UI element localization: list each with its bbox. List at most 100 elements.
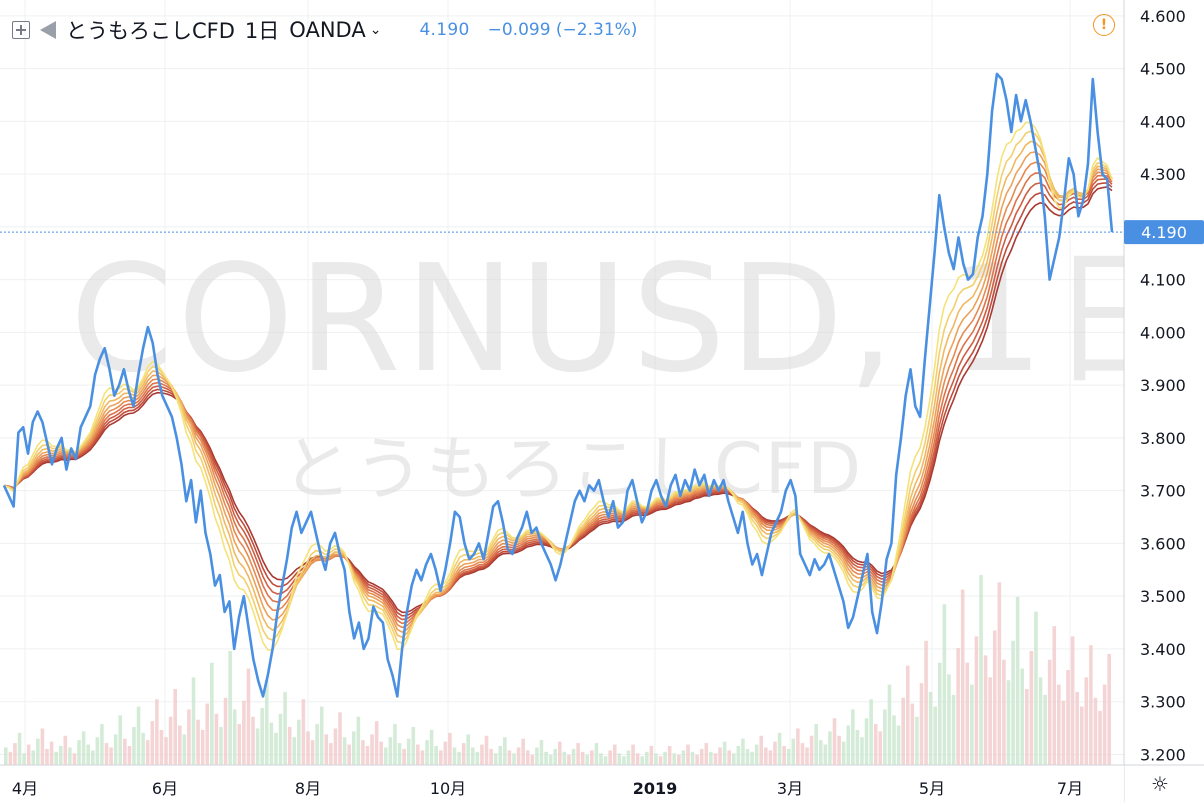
volume-bar [347,744,351,765]
volume-bar [905,665,910,765]
volume-bar [68,747,72,765]
volume-bar [397,743,402,765]
broker-label[interactable]: OANDA [289,18,366,42]
volume-bar [970,684,974,765]
volume-bar [576,743,580,765]
volume-bar [379,741,384,765]
volume-bar [361,740,365,765]
volume-bar [480,744,484,765]
gear-icon[interactable]: ☼ [1151,772,1169,796]
volume-bar [86,744,90,765]
volume-bar [489,748,493,765]
volume-bar [237,724,242,765]
volume-bar [832,718,837,765]
axis-panel-bottom [0,765,1124,802]
y-tick-label: 3.800 [1140,429,1186,448]
volume-bar [823,744,828,765]
price-tag-bg [1124,220,1204,245]
volume-bar [278,713,283,765]
volume-bar [768,750,773,765]
y-tick-label: 4.100 [1140,271,1186,290]
volume-bar [1034,611,1038,765]
volume-bar [860,737,864,765]
symbol-name[interactable]: とうもろこしCFD [66,19,235,43]
chevron-down-icon[interactable]: ⌄ [369,22,382,38]
volume-bar [553,748,557,765]
expand-icon[interactable] [12,21,30,39]
volume-bar [471,747,475,765]
volume-bar [548,754,553,765]
volume-bar [590,750,594,765]
volume-bar [329,743,333,765]
chart-header: とうもろこしCFD 1日 OANDA ⌄ 4.190 −0.099 (−2.31… [12,10,637,50]
volume-bar [104,743,109,765]
y-tick-label: 4.000 [1140,323,1186,342]
volume-bar [896,725,901,765]
volume-bar [1066,670,1070,765]
volume-bar [947,674,951,765]
volume-bar [81,731,86,765]
volume-bar [525,750,530,765]
volume-bar [507,750,512,765]
volume-bar [942,604,947,765]
volume-bar [324,734,329,765]
volume-bar [150,721,155,765]
volume-bar [196,719,200,765]
volume-bar [246,668,251,765]
volume-bar [727,750,731,765]
volume-bar [1025,689,1029,765]
volume-bar [95,737,100,765]
volume-bar [255,728,260,765]
volume-bar [31,750,36,765]
volume-bar [924,640,928,765]
interval-label[interactable]: 1日 [244,19,280,43]
volume-bar [530,754,535,765]
volume-bar [264,680,269,765]
volume-bar [187,709,191,765]
volume-bar [200,729,205,765]
flag-icon[interactable] [40,21,56,39]
volume-bar [1102,684,1107,765]
volume-bar [873,724,878,765]
volume-bar [750,751,754,765]
volume-bar [928,691,933,765]
volume-bar [731,753,736,765]
price-tag: 4.190 [1124,220,1204,245]
volume-bar [1089,645,1093,765]
volume-bar [626,750,631,765]
volume-bar [677,754,681,765]
warning-icon[interactable]: ! [1093,14,1115,36]
volume-bar [113,734,118,765]
volume-bar [388,737,393,765]
volume-bar [814,724,818,765]
volume-bar [782,746,786,765]
volume-bar [796,728,800,765]
volume-bar [173,689,177,765]
volume-bar [992,630,997,765]
price-tag-text: 4.190 [1141,223,1187,242]
volume-bar [699,748,704,765]
volume-bar [127,746,132,765]
axis-panel-right [1124,0,1204,802]
volume-bar [109,747,113,765]
volume-bar [1098,710,1102,765]
volume-bar [846,725,851,765]
volume-bar [539,740,544,765]
volume-bar [956,648,960,765]
volume-bar [4,747,8,765]
x-tick-label: 2019 [633,779,678,798]
volume-bar [805,747,809,765]
volume-bar [901,697,905,765]
volume-bar [800,743,805,765]
volume-bar [635,753,640,765]
volume-bar [40,728,45,765]
y-tick-label: 4.500 [1140,60,1186,79]
volume-bar [123,738,127,765]
volume-bar [512,753,516,765]
volume-bar [612,744,617,765]
volume-bar [493,753,498,765]
volume-bar [718,747,722,765]
volume-bar [535,747,539,765]
volume-bar [1075,691,1079,765]
